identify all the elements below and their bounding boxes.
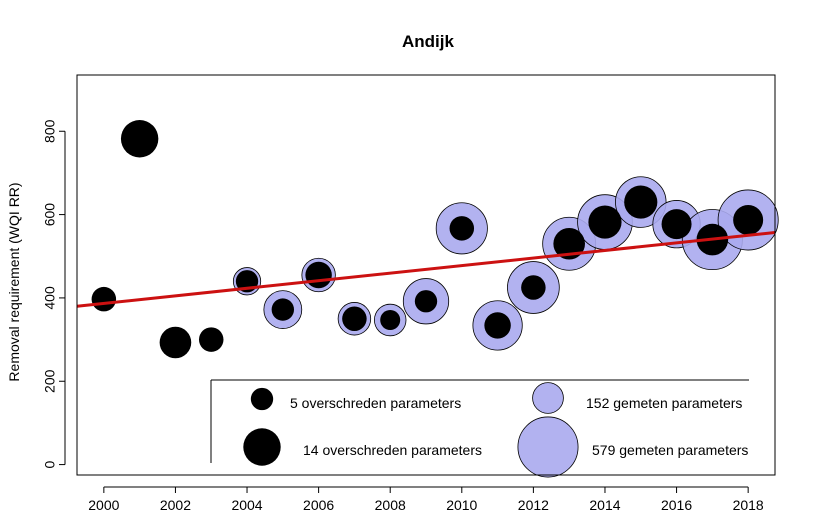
y-tick-label: 800 [42, 119, 58, 143]
legend-label: 579 gemeten parameters [592, 442, 748, 458]
x-tick-label: 2012 [518, 497, 549, 513]
chart-title: Andijk [402, 32, 454, 51]
exceeded-dot [553, 227, 585, 260]
y-tick-label: 0 [42, 460, 58, 468]
exceeded-dot [198, 327, 224, 352]
exceeded-dot [484, 312, 511, 339]
exceeded-dot [521, 275, 546, 300]
exceeded-dot [661, 209, 692, 240]
y-tick-label: 200 [42, 369, 58, 393]
exceeded-dot [271, 298, 295, 321]
x-tick-label: 2016 [661, 497, 692, 513]
exceeded-dot [120, 120, 159, 158]
x-tick-label: 2004 [231, 497, 262, 513]
exceeded-dot [305, 261, 332, 289]
legend-label: 152 gemeten parameters [586, 395, 742, 411]
legend-exceeded-symbol [243, 428, 281, 466]
legend: 5 overschreden parameters 152 gemeten par… [210, 379, 749, 480]
y-tick-label: 600 [42, 203, 58, 227]
x-tick-label: 2000 [88, 497, 119, 513]
x-tick-label: 2018 [733, 497, 764, 513]
x-tick-label: 2002 [160, 497, 191, 513]
x-tick-label: 2014 [589, 497, 620, 513]
exceeded-dot [342, 306, 367, 331]
x-axis: 2000 2002 2004 2006 2008 2010 2012 2014 2016 2018 [88, 486, 764, 513]
exceeded-dot [449, 216, 475, 241]
legend-measured-symbol [517, 416, 579, 478]
exceeded-dot [588, 205, 622, 239]
x-tick-label: 2008 [375, 497, 406, 513]
y-tick-label: 400 [42, 286, 58, 310]
x-tick-label: 2010 [446, 497, 477, 513]
exceeded-dot [733, 205, 764, 235]
legend-label: 14 overschreden parameters [303, 442, 482, 458]
y-axis: 0 200 400 600 800 [42, 119, 66, 468]
legend-background [211, 380, 749, 480]
x-tick-label: 2006 [303, 497, 334, 513]
trend-line [76, 231, 776, 308]
legend-measured-symbol [532, 382, 564, 414]
exceeded-dot [91, 286, 117, 312]
y-axis-label: Removal requirement (WQI RR) [6, 182, 22, 381]
exceeded-dot [624, 185, 658, 219]
exceeded-dot [380, 310, 401, 330]
bubble-layer [91, 120, 779, 359]
legend-label: 5 overschreden parameters [290, 395, 461, 411]
exceeded-dot [159, 326, 192, 359]
plot-frame [76, 74, 776, 476]
exceeded-dot [414, 290, 438, 313]
legend-exceeded-symbol [250, 387, 274, 411]
